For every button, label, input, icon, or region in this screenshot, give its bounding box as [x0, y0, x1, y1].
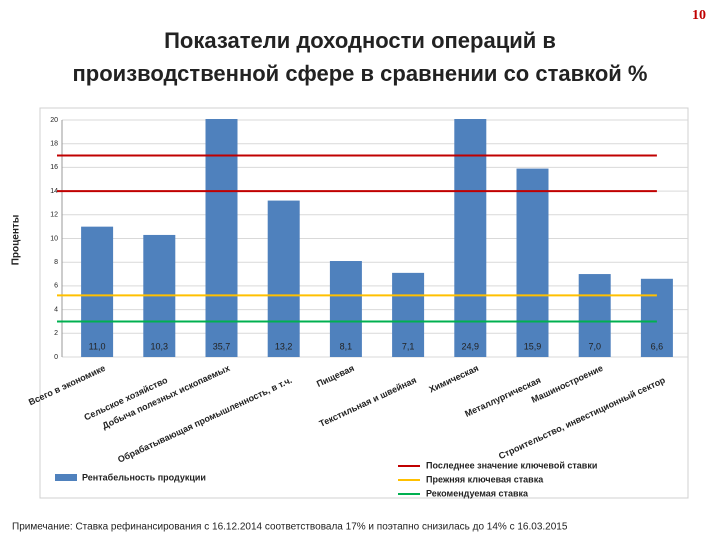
bar: [81, 226, 114, 357]
note: Примечание: Ставка рефинансирования с 16…: [12, 521, 568, 533]
value-label: 7,0: [588, 341, 601, 351]
value-label: 8,1: [340, 341, 353, 351]
y-tick-label: 2: [54, 330, 58, 337]
x-tick-label: Химическая: [427, 363, 480, 395]
title-line: Показатели доходности операций в: [164, 28, 556, 53]
value-label: 7,1: [402, 341, 415, 351]
x-tick-label: Текстильная и швейная: [318, 375, 418, 429]
legend-label: Рентабельность продукции: [82, 472, 206, 482]
y-tick-label: 4: [54, 306, 58, 313]
y-axis-label: Проценты: [11, 215, 22, 266]
bar: [640, 278, 673, 357]
value-label: 13,2: [275, 341, 293, 351]
value-label: 24,9: [462, 341, 480, 351]
x-tick-label: Пищевая: [315, 363, 356, 389]
x-tick-label: Всего в экономике: [27, 363, 107, 407]
legend-swatch: [55, 474, 77, 481]
legend-label: Последнее значение ключевой ставки: [426, 460, 597, 470]
bar: [205, 119, 238, 357]
value-label: 15,9: [524, 341, 542, 351]
legend-label: Рекомендуемая ставка: [426, 488, 529, 498]
legend-label: Прежняя ключевая ставка: [426, 474, 544, 484]
y-tick-label: 16: [50, 164, 58, 171]
value-label: 10,3: [151, 341, 169, 351]
value-label: 11,0: [89, 341, 106, 351]
y-tick-label: 18: [50, 141, 58, 148]
bar: [516, 168, 549, 357]
y-tick-label: 20: [50, 117, 58, 124]
value-label: 35,7: [213, 341, 231, 351]
bar: [392, 272, 425, 357]
bar: [267, 200, 300, 357]
y-tick-label: 12: [50, 212, 58, 219]
value-label: 6,6: [651, 341, 664, 351]
chart-border: [39, 107, 689, 499]
page-number: 10: [692, 8, 706, 23]
title-line: производственной сфере в сравнении со ст…: [73, 61, 648, 86]
bar: [454, 119, 487, 358]
bar: [578, 274, 611, 357]
bar: [329, 261, 362, 357]
y-tick-label: 6: [54, 283, 58, 290]
y-tick-label: 14: [50, 188, 58, 195]
y-tick-label: 0: [54, 354, 58, 361]
y-tick-label: 8: [54, 259, 58, 266]
y-tick-label: 10: [50, 235, 58, 242]
